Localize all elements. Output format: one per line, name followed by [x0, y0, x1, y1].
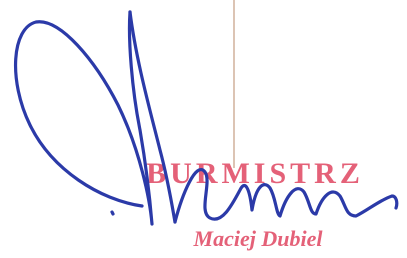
stamp-title: BURMISTRZ — [146, 157, 364, 190]
stamp-name: Maciej Dubiel — [193, 226, 324, 251]
background — [0, 0, 407, 258]
signature-dot — [112, 212, 113, 214]
page: {"stamp": {"title": "BURMISTRZ", "name":… — [0, 0, 407, 258]
signature-scan: BURMISTRZ Maciej Dubiel — [0, 0, 407, 258]
